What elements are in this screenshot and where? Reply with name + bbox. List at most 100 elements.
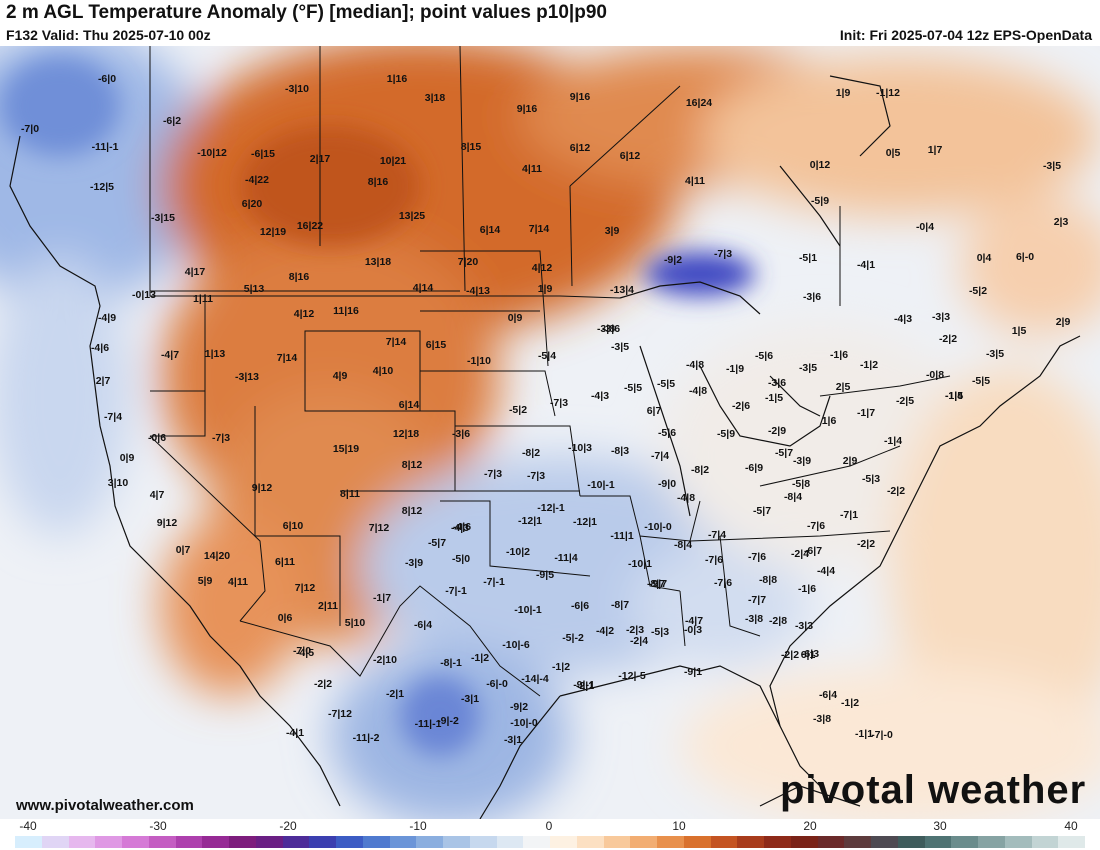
point-value-label: 4|11 bbox=[685, 175, 705, 187]
colorbar-swatch bbox=[817, 836, 845, 848]
point-value-label: -0|13 bbox=[132, 289, 156, 301]
point-value-label: -5|0 bbox=[452, 553, 470, 565]
colorbar-swatch bbox=[978, 836, 1005, 848]
point-value-label: 6|11 bbox=[275, 556, 295, 568]
point-value-label: -1|4 bbox=[945, 390, 963, 402]
point-value-label: -2|10 bbox=[373, 654, 397, 666]
point-value-label: 14|20 bbox=[204, 550, 230, 562]
point-value-label: 8|16 bbox=[289, 271, 310, 283]
point-value-label: 4|10 bbox=[373, 365, 394, 377]
colorbar-swatch bbox=[1058, 836, 1085, 848]
colorbar-swatch bbox=[710, 836, 738, 848]
point-value-label: 2|3 bbox=[1054, 216, 1069, 228]
point-value-label: -2|2 bbox=[781, 649, 799, 661]
point-value-label: -1|2 bbox=[841, 697, 859, 709]
point-value-label: 6|-0 bbox=[1016, 251, 1034, 263]
point-value-label: 1|6 bbox=[822, 415, 837, 427]
point-value-label: 12|19 bbox=[260, 226, 286, 238]
point-value-label: -7|3 bbox=[550, 397, 568, 409]
point-value-label: -10|-0 bbox=[510, 717, 538, 729]
point-value-label: -6|0 bbox=[98, 73, 116, 85]
point-value-label: 16|24 bbox=[686, 97, 712, 109]
point-value-label: -7|4 bbox=[651, 450, 669, 462]
colorbar-swatch bbox=[95, 836, 122, 848]
point-value-label: -9|7 bbox=[649, 578, 667, 590]
point-value-label: -1|10 bbox=[467, 355, 491, 367]
point-value-label: -4|3 bbox=[451, 522, 469, 534]
point-value-label: -5|5 bbox=[624, 382, 642, 394]
colorbar-swatch bbox=[309, 836, 336, 848]
point-value-label: -4|22 bbox=[245, 174, 269, 186]
point-value-label: -8|2 bbox=[522, 447, 540, 459]
point-value-label: -3|6 bbox=[768, 377, 786, 389]
point-value-label: 0|6 bbox=[278, 612, 293, 624]
point-value-label: -11|4 bbox=[554, 552, 578, 564]
point-value-label: -12|1 bbox=[518, 515, 542, 527]
point-value-label: -11|1 bbox=[610, 530, 634, 542]
coastlines bbox=[9, 75, 1081, 819]
colorbar-swatch bbox=[683, 836, 711, 848]
point-value-label: 9|12 bbox=[252, 482, 273, 494]
point-value-label: -3|8 bbox=[745, 613, 763, 625]
point-value-label: 6|7 bbox=[647, 405, 662, 417]
point-value-label: -2|2 bbox=[939, 333, 957, 345]
point-value-label: 6|14 bbox=[480, 224, 501, 236]
point-value-label: 6|12 bbox=[620, 150, 641, 162]
point-value-label: 4|14 bbox=[413, 282, 434, 294]
colorbar-swatch bbox=[416, 836, 443, 848]
point-value-label: -9|1 bbox=[684, 666, 702, 678]
point-value-label: -7|4 bbox=[104, 411, 122, 423]
point-value-label: -1|4 bbox=[884, 435, 902, 447]
point-value-label: -3|6 bbox=[452, 428, 470, 440]
point-value-label: 1|16 bbox=[387, 73, 408, 85]
point-value-label: -1|1 bbox=[855, 728, 873, 740]
point-value-label: -3|10 bbox=[285, 83, 309, 95]
point-value-label: -9|-1 bbox=[573, 679, 595, 691]
point-value-label: -5|1 bbox=[799, 252, 817, 264]
point-value-label: -0|6 bbox=[148, 432, 166, 444]
colorbar-tick-label: 30 bbox=[933, 819, 947, 833]
point-value-label: -6|6 bbox=[571, 600, 589, 612]
point-value-label: -6|3 bbox=[801, 648, 819, 660]
point-value-label: -1|5 bbox=[945, 390, 963, 402]
point-value-label: -12|-1 bbox=[537, 502, 565, 514]
point-value-label: -3|15 bbox=[151, 212, 175, 224]
point-value-label: -2|2 bbox=[314, 678, 332, 690]
point-value-label: -3|5 bbox=[611, 341, 629, 353]
point-value-label: 3|10 bbox=[108, 477, 129, 489]
point-value-label: -7|6 bbox=[705, 554, 723, 566]
point-value-label: -4|1 bbox=[857, 259, 875, 271]
point-value-label: 2|9 bbox=[843, 455, 858, 467]
colorbar-tick-label: 10 bbox=[672, 819, 686, 833]
colorbar-swatch bbox=[68, 836, 96, 848]
point-value-label: -7|-1 bbox=[483, 576, 505, 588]
point-value-label: 2|5 bbox=[836, 381, 851, 393]
point-value-label: 0|12 bbox=[810, 159, 831, 171]
point-value-label: -3|5 bbox=[1043, 160, 1061, 172]
point-value-label: 0|4 bbox=[977, 252, 992, 264]
point-value-label: 0|5 bbox=[886, 147, 901, 159]
point-value-label: -13|4 bbox=[610, 284, 634, 296]
point-value-label: -3|9 bbox=[793, 455, 811, 467]
colorbar-tick-label: -20 bbox=[279, 819, 297, 833]
point-value-label: -11|-1 bbox=[415, 718, 442, 730]
point-value-label: -3|9 bbox=[405, 557, 423, 569]
point-value-label: 4|12 bbox=[294, 308, 315, 320]
point-value-label: 4|9 bbox=[333, 370, 348, 382]
point-value-label: -4|3 bbox=[894, 313, 912, 325]
point-values: -6|0 -7|0 -11|-1 -6|2 -3|10 1|16 3|18 9|16 9|16 1… bbox=[21, 73, 1071, 746]
point-value-label: -3|6 bbox=[803, 291, 821, 303]
point-value-label: 13|18 bbox=[365, 256, 391, 268]
colorbar-swatch bbox=[41, 836, 69, 848]
point-value-label: 6|1 bbox=[801, 649, 816, 661]
point-value-label: 4|7 bbox=[150, 489, 165, 501]
point-value-label: -2|4 bbox=[630, 635, 648, 647]
point-value-label: -2|3 bbox=[626, 624, 644, 636]
colorbar-swatch bbox=[336, 836, 363, 848]
point-value-label: -5|2 bbox=[969, 285, 987, 297]
point-value-label: -9|5 bbox=[536, 569, 554, 581]
colorbar-swatch bbox=[1004, 836, 1032, 848]
point-value-label: 6|20 bbox=[242, 198, 263, 210]
point-value-label: -10|-0 bbox=[644, 521, 672, 533]
borders bbox=[149, 46, 951, 697]
